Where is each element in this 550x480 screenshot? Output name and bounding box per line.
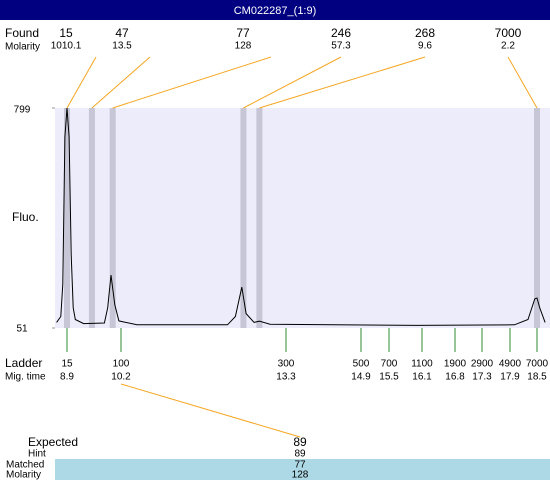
- ladder-size: 1100: [411, 359, 433, 370]
- found-connector: [507, 56, 538, 109]
- title: CM022287_(1:9): [234, 5, 317, 17]
- ladder-time: 17.9: [500, 372, 520, 383]
- ladder-time: 8.9: [60, 372, 74, 383]
- matched-label: Matched: [6, 460, 44, 471]
- trace: [56, 107, 546, 326]
- ladder-time: 17.3: [472, 372, 492, 383]
- ladder-size: 100: [113, 359, 130, 370]
- plot-area: [55, 108, 550, 328]
- found-size: 47: [115, 26, 129, 40]
- ladder-label: Ladder: [5, 356, 42, 370]
- found-molarity: 9.6: [418, 41, 432, 52]
- found-label: Found: [5, 26, 39, 40]
- ladder-time: 18.5: [527, 372, 547, 383]
- found-size: 77: [236, 26, 250, 40]
- matched-value: 77: [294, 460, 306, 471]
- ladder-size: 7000: [526, 359, 549, 370]
- expected-label: Expected: [28, 435, 78, 449]
- ladder-time: 16.1: [412, 372, 432, 383]
- molarity-value: 128: [292, 470, 309, 480]
- found-molarity: 2.2: [501, 41, 515, 52]
- ladder-size: 500: [353, 359, 370, 370]
- ladder-time: 15.5: [379, 372, 399, 383]
- y-axis-label: Fluo.: [12, 210, 39, 224]
- ladder-size: 15: [61, 359, 73, 370]
- y-tick-label: 51: [16, 324, 28, 335]
- hint-label: Hint: [28, 449, 46, 460]
- found-size: 15: [59, 26, 73, 40]
- molarity-row-label: Molarity: [6, 470, 41, 480]
- ladder-size: 2900: [471, 359, 494, 370]
- hint-value: 89: [294, 449, 306, 460]
- peak-band: [109, 108, 116, 328]
- peak-band: [64, 108, 70, 328]
- ladder-size: 1900: [444, 359, 467, 370]
- expected-value: 89: [293, 435, 307, 449]
- found-connector: [259, 56, 426, 109]
- found-connector: [243, 56, 342, 109]
- ladder-size: 4900: [499, 359, 522, 370]
- found-size: 268: [415, 26, 435, 40]
- ladder-size: 700: [381, 359, 398, 370]
- ladder-time: 14.9: [351, 372, 371, 383]
- peak-band: [88, 108, 95, 328]
- found-size: 246: [331, 26, 351, 40]
- molarity-label: Molarity: [5, 42, 40, 53]
- found-connector: [91, 56, 151, 109]
- matched-bar: [55, 459, 550, 480]
- found-molarity: 13.5: [112, 41, 132, 52]
- found-connector: [66, 56, 97, 109]
- ladder-time: 16.8: [445, 372, 465, 383]
- found-molarity: 128: [235, 41, 252, 52]
- mig-time-label: Mig. time: [5, 372, 46, 383]
- peak-band: [534, 108, 540, 328]
- title-bar: [0, 0, 550, 20]
- found-molarity: 1010.1: [51, 41, 82, 52]
- expected-connector: [120, 383, 301, 438]
- peak-band: [240, 108, 247, 328]
- found-connector: [112, 56, 272, 109]
- peak-band: [256, 108, 263, 328]
- found-molarity: 57.3: [331, 41, 351, 52]
- ladder-time: 13.3: [276, 372, 296, 383]
- ladder-size: 300: [278, 359, 295, 370]
- ladder-time: 10.2: [111, 372, 131, 383]
- found-size: 7000: [495, 26, 522, 40]
- y-tick-label: 799: [14, 105, 31, 116]
